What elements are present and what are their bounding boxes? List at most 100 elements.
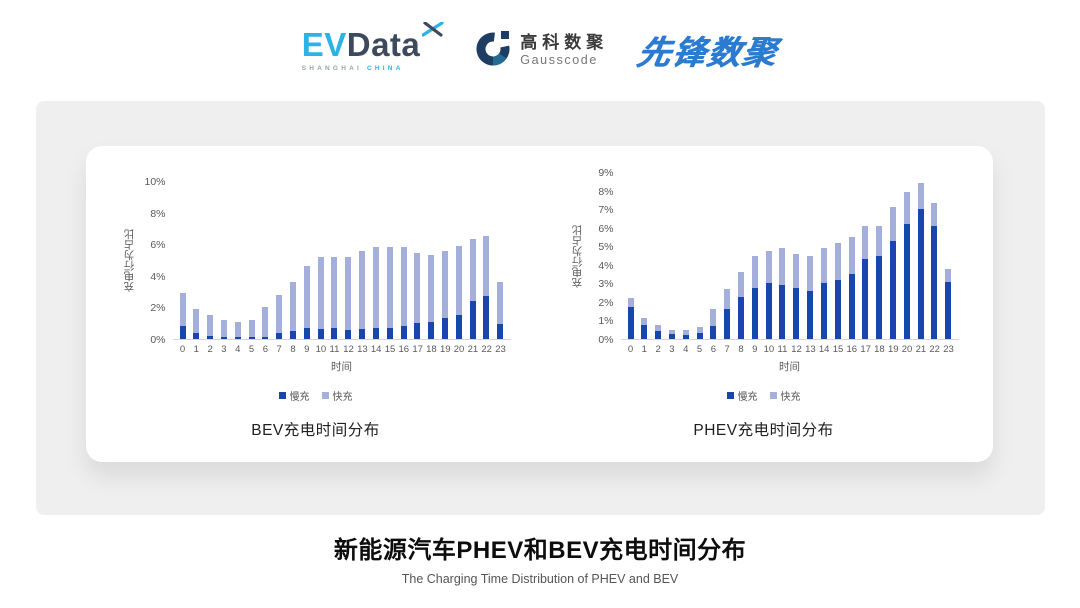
bar-fast-segment [682, 329, 689, 336]
y-tick-label: 8% [150, 207, 166, 220]
bev-x-axis-title: 时间 [331, 361, 352, 373]
bar-group [385, 247, 395, 339]
y-tick-label: 4% [598, 259, 614, 272]
gausscode-en-text: Gausscode [520, 52, 598, 67]
bar-slow-segment [441, 318, 448, 339]
x-tick-label: 7 [276, 344, 282, 355]
bar-fast-segment [428, 255, 435, 322]
bar-slow-segment [682, 335, 689, 339]
x-tick-label: 10 [763, 344, 775, 355]
bar-slow-segment [331, 327, 338, 339]
x-tick-label: 21 [467, 344, 479, 355]
bar-group [412, 252, 422, 339]
bar-fast-segment [248, 320, 255, 338]
x-tick-label: 4 [235, 344, 241, 355]
bar-fast-segment [386, 247, 393, 328]
bar-group [722, 288, 732, 339]
bar-slow-segment [497, 324, 504, 339]
bar-slow-segment [724, 309, 731, 339]
bar-fast-segment [331, 256, 338, 328]
x-tick-label: 0 [179, 344, 186, 355]
bar-slow-segment [483, 296, 490, 339]
x-tick-label: 6 [262, 344, 269, 355]
bar-group [943, 268, 953, 339]
bar-fast-segment [641, 317, 648, 326]
bar-slow-segment [207, 335, 214, 339]
x-tick-label: 14 [818, 344, 830, 355]
bar-fast-segment [441, 250, 448, 319]
bar-fast-segment [220, 320, 227, 338]
bar-fast-segment [793, 253, 800, 288]
bev-chart-title: BEV充电时间分布 [251, 422, 380, 439]
bar-slow-segment [276, 333, 283, 339]
evdata-shanghai-text: SHANGHAI [301, 64, 362, 72]
bar-fast-segment [668, 329, 675, 335]
bar-slow-segment [220, 337, 227, 339]
bev-y-axis-title: 充电行为占比 [123, 229, 135, 293]
bar-slow-segment [793, 287, 800, 339]
bar-slow-segment [738, 297, 744, 339]
x-tick-label: 17 [860, 344, 871, 355]
plot-area [620, 173, 959, 340]
bar-group [219, 320, 229, 339]
evdata-x-icon [421, 21, 444, 42]
bar-slow-segment [414, 323, 421, 339]
bar-fast-segment [627, 298, 634, 308]
bar-group [626, 298, 636, 339]
bar-fast-segment [359, 250, 366, 329]
bar-group [708, 309, 718, 339]
x-tick-label: 13 [805, 344, 816, 355]
x-tick-label: 20 [453, 344, 465, 355]
bar-group [819, 248, 829, 339]
x-tick-label: 5 [696, 344, 703, 355]
legend-item: 快充 [321, 388, 353, 403]
x-tick-label: 19 [439, 344, 451, 355]
bar-group [736, 272, 746, 339]
bar-group [681, 329, 691, 339]
bar-slow-segment [359, 328, 366, 339]
evdata-data-text: Data [346, 25, 421, 63]
bar-group [860, 225, 870, 339]
legend-item: 快充 [769, 388, 801, 403]
x-tick-label: 2 [655, 344, 661, 355]
bar-fast-segment [696, 326, 703, 334]
legend-item: 慢充 [278, 388, 310, 403]
bar-slow-segment [917, 209, 924, 339]
bar-fast-segment [483, 236, 490, 297]
bar-slow-segment [469, 301, 476, 339]
x-tick-label: 15 [384, 344, 396, 355]
bar-fast-segment [193, 309, 200, 334]
evdata-ev-text: EV [301, 25, 347, 63]
bar-fast-segment [903, 192, 910, 224]
bar-fast-segment [303, 266, 310, 328]
x-tick-label: 16 [846, 344, 858, 355]
bar-group [302, 266, 312, 339]
legend-swatch [726, 392, 734, 399]
bar-group [667, 329, 677, 339]
bar-slow-segment [668, 334, 675, 339]
bar-slow-segment [903, 223, 910, 339]
x-tick-label: 15 [832, 344, 844, 355]
main-subtitle: The Charging Time Distribution of PHEV a… [401, 572, 679, 586]
bar-fast-segment [400, 247, 407, 326]
bar-group [426, 255, 436, 339]
bar-slow-segment [807, 290, 814, 339]
bar-group [440, 250, 450, 339]
evdata-china-text: CHINA [367, 64, 404, 72]
bar-group [916, 183, 926, 339]
x-tick-label: 11 [329, 344, 340, 355]
bar-slow-segment [820, 283, 827, 339]
bar-fast-segment [414, 252, 421, 324]
x-tick-label: 23 [943, 344, 954, 355]
bar-slow-segment [386, 327, 393, 339]
bar-fast-segment [751, 256, 758, 288]
y-axis-ticks: 0% 2% 4% 6% 8% 10% [137, 176, 173, 346]
x-tick-label: 19 [887, 344, 899, 355]
bar-slow-segment [862, 259, 869, 339]
bar-slow-segment [765, 283, 772, 339]
bar-fast-segment [345, 256, 352, 330]
bar-slow-segment [262, 336, 269, 339]
x-tick-label: 3 [669, 344, 675, 355]
bar-group [468, 239, 478, 339]
bar-slow-segment [303, 327, 310, 339]
